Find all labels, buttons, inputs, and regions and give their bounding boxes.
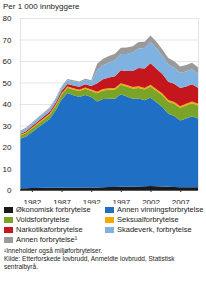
svg-text:70: 70 bbox=[3, 36, 12, 45]
svg-text:1982: 1982 bbox=[23, 198, 41, 204]
html-text:Per 1 000 innbyggere: Per 1 000 innbyggere bbox=[3, 2, 80, 11]
svg-text:20: 20 bbox=[3, 143, 12, 152]
html-text:Annen forbrytelse¹: Annen forbrytelse¹ bbox=[16, 235, 78, 244]
svg-text:2007: 2007 bbox=[172, 198, 190, 204]
svg-text:80: 80 bbox=[3, 14, 12, 23]
svg-text:40: 40 bbox=[3, 100, 12, 109]
svg-text:50: 50 bbox=[3, 79, 12, 88]
html-text:Seksualforbrytelse: Seksualforbrytelse bbox=[117, 215, 179, 224]
html-text:Annen vinningsforbrytelse: Annen vinningsforbrytelse bbox=[117, 205, 204, 214]
svg-text:60: 60 bbox=[3, 57, 12, 66]
svg-text:1987: 1987 bbox=[53, 198, 71, 204]
html-text:Kilde: Etterforskede lovbrudd,: Kilde: Etterforskede lovbrudd, Anmeldte … bbox=[4, 255, 175, 270]
html-text:Voldsforbrytelse: Voldsforbrytelse bbox=[16, 215, 70, 224]
html-text:¹Inneholder også miljøforbryte: ¹Inneholder også miljøforbrytelser. bbox=[4, 247, 103, 254]
svg-text:0: 0 bbox=[7, 186, 12, 195]
html-text:Narkotikaforbrytelse: Narkotikaforbrytelse bbox=[16, 225, 83, 234]
svg-text:1997: 1997 bbox=[112, 198, 130, 204]
html-text:Skadeverk, forbrytelse: Skadeverk, forbrytelse bbox=[117, 225, 192, 234]
svg-text:1992: 1992 bbox=[83, 198, 101, 204]
svg-text:10: 10 bbox=[3, 165, 12, 174]
svg-text:30: 30 bbox=[3, 122, 12, 131]
html-text:Økonomisk forbrytelse: Økonomisk forbrytelse bbox=[16, 205, 91, 214]
svg-text:2002: 2002 bbox=[142, 198, 160, 204]
